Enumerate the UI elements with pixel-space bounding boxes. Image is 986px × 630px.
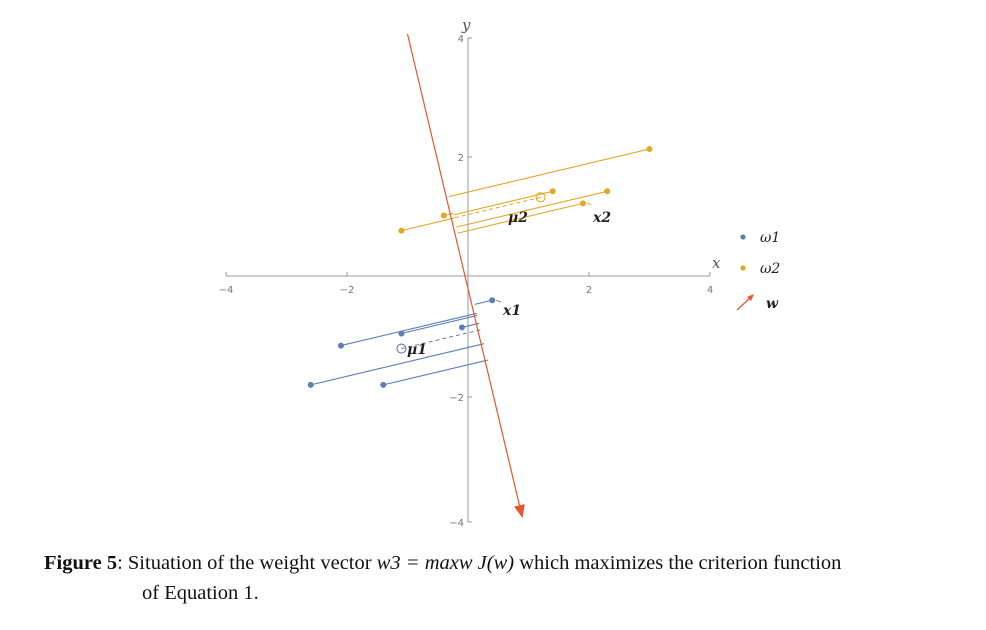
projection-line-2 xyxy=(456,190,608,228)
x-tick-label: 4 xyxy=(707,285,713,296)
legend-label-omega1: ω1 xyxy=(760,230,780,246)
figure-caption: Figure 5: Situation of the weight vector… xyxy=(44,548,974,608)
y-axis-label: y xyxy=(461,16,471,34)
legend-arrow-icon xyxy=(736,297,751,311)
x1-label: x1 xyxy=(502,303,521,319)
x2-label-connector xyxy=(586,202,592,205)
data-point-class-1 xyxy=(398,330,405,337)
axes xyxy=(225,37,711,523)
data-point-class-2 xyxy=(604,188,611,195)
mean-mu2-marker xyxy=(535,192,546,203)
projection-line-1 xyxy=(310,343,485,386)
projection-line-2 xyxy=(457,202,584,234)
projection-line-2 xyxy=(449,148,650,198)
caption-label: Figure 5 xyxy=(44,552,118,574)
legend-label-omega2: ω2 xyxy=(760,261,780,277)
x-tick-label: −2 xyxy=(340,285,355,296)
y-tick-label: 4 xyxy=(458,34,464,45)
projection-line-1 xyxy=(340,312,477,347)
weight-vector-arrowhead xyxy=(514,504,525,518)
x-axis-label: x xyxy=(712,254,721,272)
projection-line-2 xyxy=(401,217,455,232)
data-point-class-1 xyxy=(489,297,496,304)
data-point-class-2 xyxy=(549,188,556,195)
x1-label-connector xyxy=(496,299,502,303)
caption-line-2: of Equation 1. xyxy=(142,582,259,604)
x-tick-label: −4 xyxy=(219,285,234,296)
data-point-class-2 xyxy=(440,212,447,219)
plot-area xyxy=(307,33,653,518)
x-tick-label: 2 xyxy=(586,285,592,296)
legend-marker-omega2 xyxy=(740,265,746,271)
data-point-class-1 xyxy=(337,342,344,349)
caption-text-2: which maximizes the criterion function xyxy=(514,552,842,574)
mu2-label: μ2 xyxy=(508,210,528,226)
mu1-label: μ1 xyxy=(407,342,427,358)
data-point-class-1 xyxy=(458,324,465,331)
legend-label-w: w xyxy=(766,296,779,312)
legend: ω1 ω2 w xyxy=(736,230,780,312)
data-point-class-2 xyxy=(646,145,653,152)
weight-vector-line xyxy=(406,33,521,506)
caption-separator: : xyxy=(117,552,128,574)
projection-line-1 xyxy=(401,314,478,335)
y-tick-label: 2 xyxy=(458,153,464,164)
legend-marker-omega1 xyxy=(740,234,746,240)
mean-mu1-marker xyxy=(396,343,407,354)
caption-math: w3 = maxw J(w) xyxy=(376,552,515,574)
y-tick-label: −2 xyxy=(449,393,464,404)
projection-line-1 xyxy=(383,359,489,386)
lda-projection-figure: −4 −2 2 4 4 2 −2 −4 x y μ2 x2 x1 μ1 ω1 ω… xyxy=(219,16,781,529)
mean-projection-line xyxy=(454,196,541,219)
y-tick-label: −4 xyxy=(449,518,464,529)
caption-text-1: Situation of the weight vector xyxy=(127,552,377,574)
data-point-class-2 xyxy=(579,200,586,207)
data-point-class-1 xyxy=(307,381,314,388)
data-point-class-2 xyxy=(398,227,405,234)
legend-arrowhead-icon xyxy=(747,294,754,301)
x2-label: x2 xyxy=(592,210,611,226)
data-point-class-1 xyxy=(380,381,387,388)
